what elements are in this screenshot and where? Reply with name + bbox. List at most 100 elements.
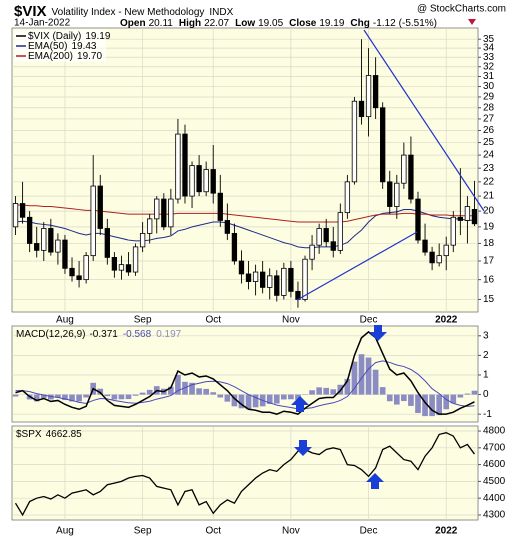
histogram-bar xyxy=(471,390,478,395)
legend-label: $VIX (Daily) xyxy=(28,31,81,42)
histogram-bar xyxy=(316,387,322,395)
candle-body xyxy=(83,255,89,281)
candle-body xyxy=(259,271,266,288)
y-tick-label: 20 xyxy=(483,206,495,217)
histogram-bar xyxy=(97,388,104,395)
candle-body xyxy=(471,209,478,225)
quote-label: Close xyxy=(289,18,317,29)
legend-value: -0.371 xyxy=(89,329,118,340)
histogram-bar xyxy=(436,394,442,416)
candle-body xyxy=(139,232,146,248)
price-panel xyxy=(11,27,479,313)
histogram-bar xyxy=(69,394,75,402)
candle-body xyxy=(323,228,329,243)
trend-line xyxy=(296,231,418,301)
y-tick-label: 22 xyxy=(483,176,495,187)
quote-value: 22.07 xyxy=(204,18,229,29)
y-tick-label: 18 xyxy=(483,238,495,249)
histogram-bar xyxy=(33,394,40,402)
y-tick-label: 27 xyxy=(483,114,495,125)
legend-entry: EMA(50) 19.43 xyxy=(28,41,97,52)
symbol: $VIX xyxy=(14,3,47,20)
candle-body xyxy=(380,107,386,183)
histogram-bar xyxy=(139,392,146,395)
y-tick-label: 4600 xyxy=(483,459,506,470)
quote-label: Open xyxy=(120,18,146,29)
histogram-bar xyxy=(415,394,421,413)
plot-layer: 1516171819202122232425262728293031323334… xyxy=(12,28,506,537)
legend-value: 0.197 xyxy=(156,329,181,340)
price-line xyxy=(14,432,475,517)
legend-entry: EMA(200) 19.70 xyxy=(28,51,102,62)
y-tick-label: 31 xyxy=(483,71,495,82)
y-tick-label: 23 xyxy=(483,163,495,174)
histogram-bar xyxy=(401,394,407,402)
header-title: $VIX Volatility Index - New Methodology IN… xyxy=(14,3,234,20)
arrow-up xyxy=(291,396,309,412)
legend-value: 4662.85 xyxy=(46,429,83,440)
candle-body xyxy=(69,267,75,277)
y-tick-label: 0 xyxy=(483,389,489,400)
candle-body xyxy=(330,241,336,251)
histogram-bar xyxy=(189,382,195,395)
candle-body xyxy=(55,239,61,253)
candle-body xyxy=(429,251,435,264)
histogram-bar xyxy=(288,394,294,400)
histogram-bar xyxy=(273,394,280,404)
histogram-bar xyxy=(464,393,471,395)
y-tick-label: 4700 xyxy=(483,442,506,453)
candle-body xyxy=(111,257,118,271)
candle-body xyxy=(316,228,322,246)
candle-body xyxy=(97,185,103,229)
macd-line xyxy=(15,330,475,415)
quote-value: -1.12 xyxy=(373,18,396,29)
x-tick-label: Sep xyxy=(134,526,152,537)
candle-body xyxy=(245,273,252,282)
y-tick-label: 21 xyxy=(483,191,495,202)
histogram-bar xyxy=(210,392,217,395)
histogram-bar xyxy=(330,389,337,395)
annotations xyxy=(291,19,485,489)
candle-body xyxy=(210,169,216,194)
y-tick-label: 17 xyxy=(483,256,495,267)
candle-body xyxy=(337,212,343,251)
histogram-bar xyxy=(238,394,245,409)
histogram-bar xyxy=(146,389,153,395)
candle-body xyxy=(26,216,33,244)
quote: Open 20.11 High 22.07 Low 19.05 Close 19.19 Chg -… xyxy=(120,18,437,29)
histogram-bar xyxy=(111,394,118,400)
x-tick-label: 2022 xyxy=(435,315,458,326)
histogram-bar xyxy=(62,394,68,401)
arrow-down xyxy=(294,440,312,456)
y-tick-label: 4300 xyxy=(483,510,506,521)
histogram-bar xyxy=(132,394,139,396)
candle-body xyxy=(408,154,414,200)
candle-body xyxy=(464,206,471,221)
candle-body xyxy=(358,100,365,118)
quote-label: Chg xyxy=(350,18,369,29)
y-tick-label: 29 xyxy=(483,92,495,103)
histogram-bar xyxy=(408,394,414,406)
candle-body xyxy=(436,255,442,264)
candle-body xyxy=(34,243,40,251)
x-tick-label: Aug xyxy=(56,526,74,537)
candle-body xyxy=(394,182,400,207)
candle-body xyxy=(125,264,132,273)
candle-body xyxy=(90,185,96,257)
y-tick-label: 2 xyxy=(483,350,489,361)
histogram-bar xyxy=(40,394,47,399)
histogram-bar xyxy=(217,394,224,398)
histogram-bar xyxy=(295,394,301,400)
candle-body xyxy=(12,203,19,228)
candle-body xyxy=(401,154,407,184)
quote-label: High xyxy=(179,18,201,29)
candle-body xyxy=(203,169,209,193)
x-tick-label: Oct xyxy=(205,526,221,537)
legend-label: MACD(12,26,9) xyxy=(16,329,85,340)
y-tick-label: 25 xyxy=(483,137,495,148)
security-name: Volatility Index - New Methodology xyxy=(52,7,205,18)
histogram-bar xyxy=(393,394,400,405)
histogram-bar xyxy=(76,394,82,402)
histogram-bar xyxy=(196,388,202,395)
histogram-bar xyxy=(55,394,61,398)
